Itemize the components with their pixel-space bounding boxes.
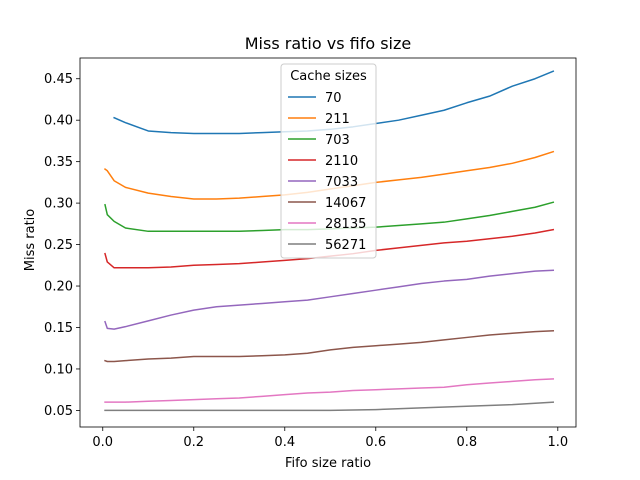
x-tick-label: 0.6 [365,435,386,450]
y-tick-label: 0.15 [44,321,73,336]
legend-label-56271: 56271 [325,238,366,253]
y-tick-label: 0.30 [44,197,73,212]
legend-title: Cache sizes [290,69,367,84]
legend-label-7033: 7033 [325,175,358,190]
x-tick-label: 0.4 [274,435,295,450]
y-axis-title: Miss ratio [23,209,38,272]
x-tick-label: 0.0 [92,435,113,450]
legend-label-70: 70 [325,91,342,106]
y-tick-label: 0.20 [44,280,73,295]
series-line-14067 [104,330,555,363]
y-tick-label: 0.10 [44,362,73,377]
x-tick-label: 1.0 [547,435,568,450]
y-tick-label: 0.25 [44,238,73,253]
legend-box [280,63,377,259]
series-line-2110 [104,228,555,269]
legend-label-211: 211 [325,112,350,127]
y-tick-label: 0.45 [44,72,73,87]
chart-title: Miss ratio vs fifo size [245,34,411,53]
y-tick-label: 0.40 [44,114,73,129]
y-tick-label: 0.05 [44,404,73,419]
x-axis-title: Fifo size ratio [285,456,371,471]
legend-label-28135: 28135 [325,217,366,232]
legend: Cache sizes 70 211 703 2110 7033 14067 28135 562… [280,63,377,259]
series-line-56271 [104,401,555,412]
series-line-28135 [104,378,555,403]
axes: 0.0 0.2 0.4 0.6 0.8 1.0 0.05 0.10 0.15 0.20 0.25 0.… [44,57,577,450]
x-tick-label: 0.8 [456,435,477,450]
y-tick-label: 0.35 [44,155,73,170]
legend-label-2110: 2110 [325,154,358,169]
legend-label-14067: 14067 [325,196,366,211]
x-tick-label: 0.2 [183,435,204,450]
legend-label-703: 703 [325,133,350,148]
axes-frame [79,57,577,428]
series-line-7033 [104,269,555,330]
